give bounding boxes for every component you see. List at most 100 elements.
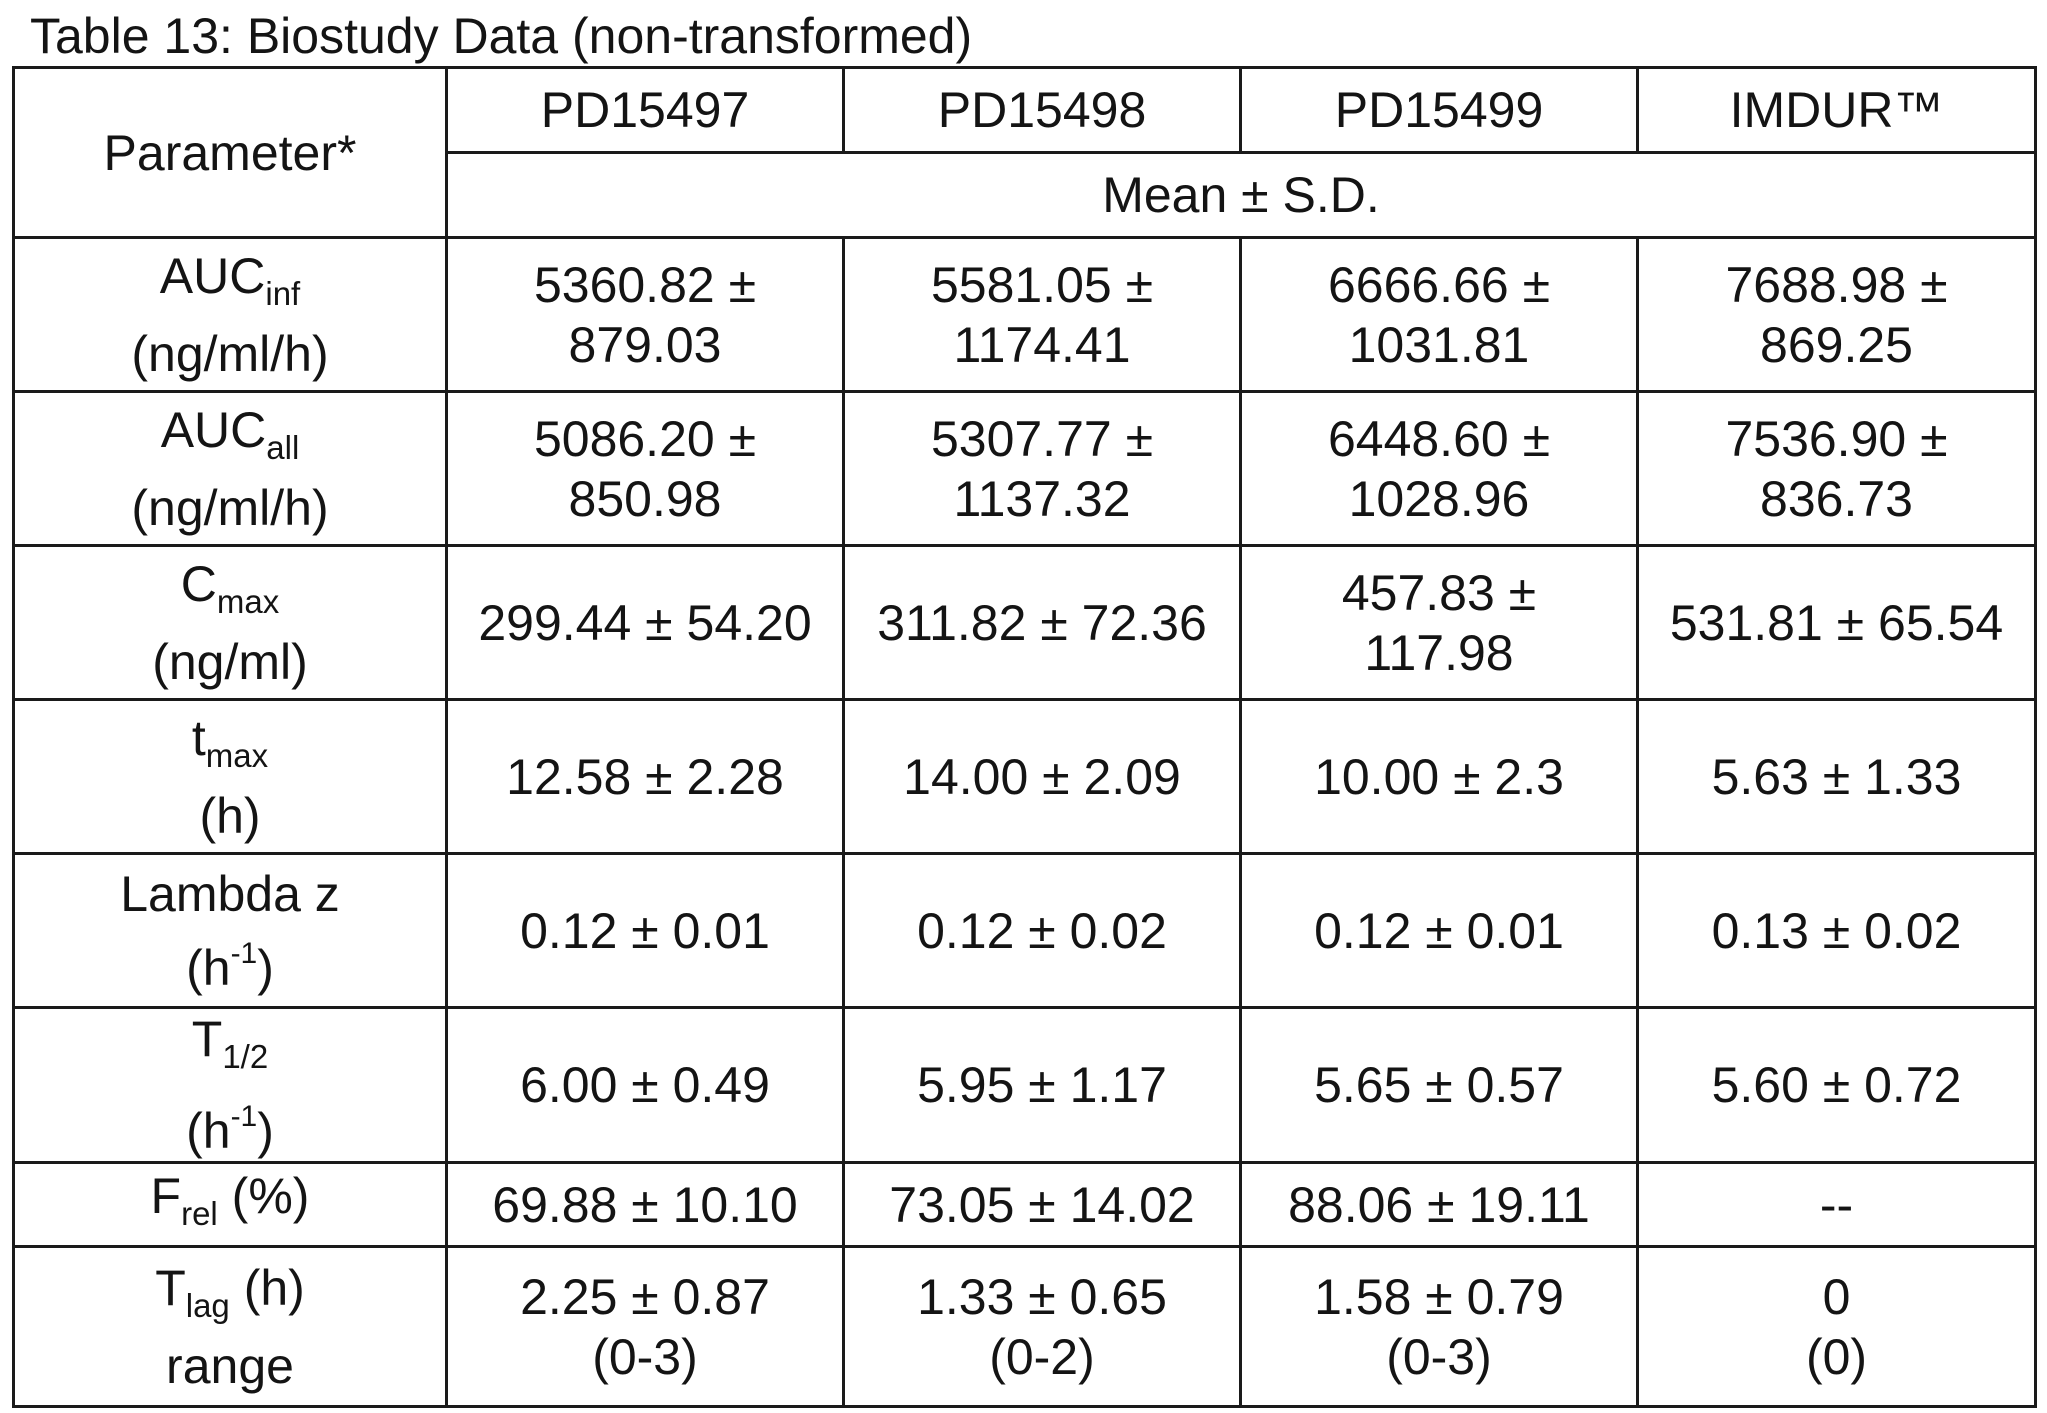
value-cell: 0.12 ± 0.02 <box>842 852 1242 1009</box>
value-line: 0.12 ± 0.02 <box>917 902 1167 959</box>
value-line: 6666.66 ± <box>1327 256 1551 313</box>
value-cell: 531.81 ± 65.54 <box>1636 544 2037 701</box>
value-line: (0-2) <box>989 1328 1095 1385</box>
parameter-cell: Cmax (ng/ml) <box>12 544 448 701</box>
table-row: T1/2 (h-1) 6.00 ± 0.49 5.95 ± 1.17 5.65 ± 0.… <box>12 1006 2037 1164</box>
parameter-subscript: rel <box>181 1194 218 1232</box>
value-line: 2.25 ± 0.87 <box>520 1268 770 1325</box>
parameter-cell: Lambda z (h-1) <box>12 852 448 1009</box>
parameter-suffix: (h) <box>229 1259 305 1316</box>
value-line: 88.06 ± 19.11 <box>1288 1176 1590 1233</box>
value-line: 1.33 ± 0.65 <box>917 1268 1167 1325</box>
parameter-cell: Tlag (h) range <box>12 1245 448 1408</box>
value-line: 7688.98 ± <box>1725 256 1948 313</box>
parameter-unit: range <box>166 1337 294 1394</box>
table-row: Lambda z (h-1) 0.12 ± 0.01 0.12 ± 0.02 0.12 … <box>12 852 2037 1009</box>
mean-sd-header: Mean ± S.D. <box>445 151 2037 239</box>
parameter-cell: AUCinf (ng/ml/h) <box>12 236 448 393</box>
value-line: 5.63 ± 1.33 <box>1711 748 1962 805</box>
parameter-unit: (ng/ml/h) <box>131 479 329 536</box>
parameter-subscript: max <box>216 582 280 620</box>
value-cell: 5.95 ± 1.17 <box>842 1006 1242 1164</box>
table-caption: Table 13: Biostudy Data (non-transformed… <box>30 8 973 64</box>
parameter-symbol: F <box>150 1167 182 1224</box>
value-line: 1174.41 <box>953 316 1131 373</box>
value-line: 311.82 ± 72.36 <box>877 594 1207 651</box>
value-line: 5.95 ± 1.17 <box>917 1057 1167 1113</box>
parameter-symbol: AUC <box>160 401 267 458</box>
parameter-symbol: t <box>191 709 206 766</box>
value-cell: 0 (0) <box>1636 1245 2037 1408</box>
value-cell: 14.00 ± 2.09 <box>842 698 1242 855</box>
value-cell: 5307.77 ±1137.32 <box>842 390 1242 547</box>
value-cell: 0.12 ± 0.01 <box>445 852 845 1009</box>
parameter-unit: (h-1) <box>23 924 437 998</box>
parameter-cell: Frel (%) <box>12 1161 448 1248</box>
value-line: 5360.82 ± <box>533 256 757 313</box>
value-cell: 6448.60 ±1028.96 <box>1239 390 1639 547</box>
value-line: 69.88 ± 10.10 <box>492 1176 798 1233</box>
value-cell: 1.58 ± 0.79 (0-3) <box>1239 1245 1639 1408</box>
table-row: Frel (%) 69.88 ± 10.10 73.05 ± 14.02 88.06 … <box>12 1161 2037 1248</box>
value-line: 5086.20 ± <box>533 410 757 467</box>
parameter-symbol: T <box>191 1011 223 1067</box>
value-line: 0.12 ± 0.01 <box>520 902 770 959</box>
value-line: (0-3) <box>592 1328 698 1385</box>
value-line: 5.60 ± 0.72 <box>1711 1057 1962 1113</box>
parameter-name: AUCinf <box>23 246 437 324</box>
parameter-subscript: max <box>205 736 269 774</box>
value-line: 836.73 <box>1760 470 1913 527</box>
value-line: 0.12 ± 0.01 <box>1314 902 1564 959</box>
parameter-name: Lambda z <box>23 864 437 924</box>
value-cell: 10.00 ± 2.3 <box>1239 698 1639 855</box>
parameter-subscript: lag <box>185 1286 230 1324</box>
biostudy-table: Parameter* PD15497 PD15498 PD15499 IMDUR… <box>12 66 2037 1408</box>
unit-close: ) <box>257 939 274 996</box>
value-line: 1137.32 <box>953 470 1131 527</box>
parameter-unit: (ng/ml) <box>152 633 308 690</box>
parameter-name: Frel (%) <box>23 1166 437 1244</box>
value-line: 117.98 <box>1364 624 1514 681</box>
value-cell: 1.33 ± 0.65 (0-2) <box>842 1245 1242 1408</box>
value-line: 10.00 ± 2.3 <box>1314 748 1564 805</box>
value-cell: 2.25 ± 0.87 (0-3) <box>445 1245 845 1408</box>
value-cell: 5581.05 ±1174.41 <box>842 236 1242 393</box>
value-cell: 299.44 ± 54.20 <box>445 544 845 701</box>
value-line: 850.98 <box>568 470 722 527</box>
value-cell: 88.06 ± 19.11 <box>1239 1161 1639 1248</box>
parameter-subscript: 1/2 <box>222 1038 269 1075</box>
parameter-subscript: all <box>266 428 300 466</box>
table-row: AUCall (ng/ml/h) 5086.20 ±850.98 5307.77 ±1… <box>12 390 2037 547</box>
value-cell: 311.82 ± 72.36 <box>842 544 1242 701</box>
value-cell: 12.58 ± 2.28 <box>445 698 845 855</box>
value-cell: 69.88 ± 10.10 <box>445 1161 845 1248</box>
value-line: 5.65 ± 0.57 <box>1314 1057 1564 1113</box>
table-row: Tlag (h) range 2.25 ± 0.87 (0-3) 1.33 ± 0.65… <box>12 1245 2037 1408</box>
value-line: 5307.77 ± <box>930 410 1154 467</box>
parameter-unit: (h) <box>199 787 261 844</box>
value-cell: 457.83 ±117.98 <box>1239 544 1639 701</box>
value-cell: 7536.90 ±836.73 <box>1636 390 2037 547</box>
parameter-suffix: (%) <box>217 1167 310 1224</box>
value-line: 869.25 <box>1760 316 1913 373</box>
column-header-imdur: IMDUR™ <box>1636 66 2037 154</box>
value-cell: 5086.20 ±850.98 <box>445 390 845 547</box>
value-cell: 6666.66 ±1031.81 <box>1239 236 1639 393</box>
value-line: 1031.81 <box>1348 316 1530 373</box>
unit-exponent: -1 <box>230 936 258 970</box>
value-cell: 5.65 ± 0.57 <box>1239 1006 1639 1164</box>
table-row: tmax (h) 12.58 ± 2.28 14.00 ± 2.09 10.00 ± 2… <box>12 698 2037 855</box>
table-row: AUCinf (ng/ml/h) 5360.82 ±879.03 5581.05 ±1… <box>12 236 2037 393</box>
value-line: 1.58 ± 0.79 <box>1314 1268 1564 1325</box>
value-line: -- <box>1819 1176 1854 1233</box>
value-line: 14.00 ± 2.09 <box>903 748 1181 805</box>
value-cell: -- <box>1636 1161 2037 1248</box>
value-line: 5581.05 ± <box>930 256 1154 313</box>
value-line: 457.83 ± <box>1341 564 1537 621</box>
value-line: 299.44 ± 54.20 <box>478 594 812 651</box>
value-line: 6.00 ± 0.49 <box>520 1057 770 1113</box>
parameter-name: Cmax <box>23 554 437 632</box>
value-cell: 73.05 ± 14.02 <box>842 1161 1242 1248</box>
parameter-subscript: inf <box>265 274 301 312</box>
value-cell: 5.63 ± 1.33 <box>1636 698 2037 855</box>
